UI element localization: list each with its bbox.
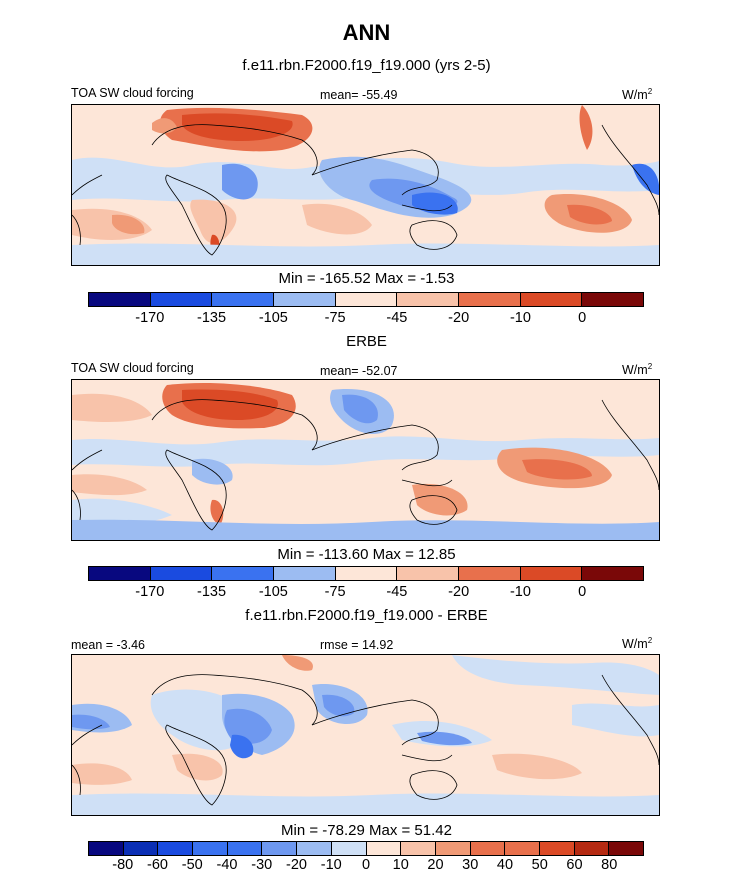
panel-2-units-label: W/m2 <box>622 362 653 378</box>
colorbar-tick-label: 0 <box>578 310 587 326</box>
panel-1-subtitle: f.e11.rbn.F2000.f19_f19.000 (yrs 2-5) <box>242 57 491 74</box>
colorbar-tick-label: 20 <box>427 857 444 873</box>
colorbar-swatch <box>212 293 275 306</box>
colorbar-tick-label: -170 <box>135 584 165 600</box>
colorbar-tick-label: 0 <box>578 584 587 600</box>
colorbar-swatch <box>435 842 471 855</box>
colorbar-swatch <box>459 293 521 306</box>
panel-3-minmax: Min = -78.29 Max = 51.42 <box>281 822 452 839</box>
colorbar-tick-label: -75 <box>324 310 346 326</box>
colorbar-swatch <box>150 567 213 580</box>
panel-3-contour-plot <box>72 655 659 815</box>
panel-1-map <box>71 104 660 266</box>
panel-3-colorbar <box>88 841 644 856</box>
colorbar-tick-label: 30 <box>462 857 479 873</box>
panel-1-colorbar <box>88 292 644 307</box>
colorbar-swatch <box>297 842 332 855</box>
colorbar-swatch <box>582 567 644 580</box>
page-title: ANN <box>342 20 391 45</box>
colorbar-tick-label: 50 <box>531 857 548 873</box>
colorbar-swatch <box>335 293 398 306</box>
panel-2-variable-label: TOA SW cloud forcing <box>71 361 194 375</box>
panel-1-colorbar-ticks: -170 -135 -105 -75 -45 -20 -10 0 <box>88 310 644 330</box>
panel-2-contour-plot <box>72 380 659 540</box>
colorbar-swatch <box>193 842 228 855</box>
colorbar-tick-label: -10 <box>320 857 342 873</box>
colorbar-tick-label: -40 <box>216 857 238 873</box>
colorbar-swatch <box>89 567 151 580</box>
colorbar-swatch <box>397 567 460 580</box>
colorbar-swatch <box>366 842 402 855</box>
colorbar-swatch <box>401 842 436 855</box>
panel-3-subtitle: f.e11.rbn.F2000.f19_f19.000 - ERBE <box>245 607 488 624</box>
panel-1-units-label: W/m2 <box>622 87 653 103</box>
panel-3-colorbar-ticks: -80 -60 -50 -40 -30 -20 -10 0 10 20 30 40 50 60 80 <box>88 857 644 877</box>
colorbar-tick-label: -20 <box>286 857 307 873</box>
colorbar-swatch <box>262 842 298 855</box>
colorbar-swatch <box>459 567 521 580</box>
panel-2-colorbar-ticks: -170 -135 -105 -75 -45 -20 -10 0 <box>88 584 644 604</box>
colorbar-tick-label: 40 <box>496 857 514 873</box>
panel-2-map <box>71 379 660 541</box>
panel-3-rmse-label: rmse = 14.92 <box>320 638 394 652</box>
colorbar-swatch <box>227 842 263 855</box>
colorbar-swatch <box>397 293 460 306</box>
colorbar-tick-label: -75 <box>324 584 346 600</box>
colorbar-tick-label: -45 <box>386 584 408 600</box>
colorbar-swatch <box>274 567 336 580</box>
colorbar-tick-label: -10 <box>509 584 531 600</box>
colorbar-tick-label: -20 <box>448 310 470 326</box>
colorbar-swatch <box>574 842 610 855</box>
colorbar-swatch <box>520 567 583 580</box>
colorbar-tick-label: -105 <box>258 584 288 600</box>
colorbar-swatch <box>89 842 124 855</box>
colorbar-swatch <box>470 842 506 855</box>
panel-1-mean-label: mean= -55.49 <box>320 88 398 102</box>
colorbar-tick-label: 60 <box>566 857 583 873</box>
panel-2-colorbar <box>88 566 644 581</box>
panel-3-mean-label: mean = -3.46 <box>71 638 146 652</box>
panel-3-units-label: W/m2 <box>622 636 653 652</box>
panel-1-minmax: Min = -165.52 Max = -1.53 <box>278 270 455 287</box>
panel-2-minmax: Min = -113.60 Max = 12.85 <box>277 546 456 563</box>
colorbar-swatch <box>520 293 583 306</box>
colorbar-tick-label: -50 <box>181 857 203 873</box>
colorbar-swatch <box>539 842 575 855</box>
panel-1-variable-label: TOA SW cloud forcing <box>71 86 194 100</box>
colorbar-swatch <box>505 842 540 855</box>
colorbar-tick-label: -10 <box>509 310 531 326</box>
colorbar-swatch <box>150 293 213 306</box>
colorbar-swatch <box>274 293 336 306</box>
panel-2-mean-label: mean= -52.07 <box>320 364 398 378</box>
colorbar-tick-label: -20 <box>448 584 470 600</box>
colorbar-swatch <box>582 293 644 306</box>
colorbar-swatch <box>331 842 367 855</box>
colorbar-tick-label: -135 <box>197 310 227 326</box>
colorbar-swatch <box>123 842 159 855</box>
colorbar-swatch <box>89 293 151 306</box>
colorbar-tick-label: 10 <box>392 857 409 873</box>
colorbar-tick-label: 80 <box>601 857 618 873</box>
colorbar-swatch <box>158 842 194 855</box>
colorbar-tick-label: -105 <box>258 310 288 326</box>
colorbar-tick-label: -45 <box>386 310 408 326</box>
colorbar-swatch <box>212 567 275 580</box>
colorbar-swatch <box>335 567 398 580</box>
colorbar-tick-label: -30 <box>251 857 273 873</box>
colorbar-tick-label: -80 <box>112 857 134 873</box>
colorbar-tick-label: -170 <box>135 310 165 326</box>
colorbar-swatch <box>609 842 643 855</box>
panel-1-contour-plot <box>72 105 659 265</box>
colorbar-tick-label: -135 <box>197 584 227 600</box>
colorbar-tick-label: -60 <box>147 857 168 873</box>
panel-2-subtitle: ERBE <box>346 333 387 350</box>
panel-3-map <box>71 654 660 816</box>
colorbar-tick-label: 0 <box>361 857 371 873</box>
